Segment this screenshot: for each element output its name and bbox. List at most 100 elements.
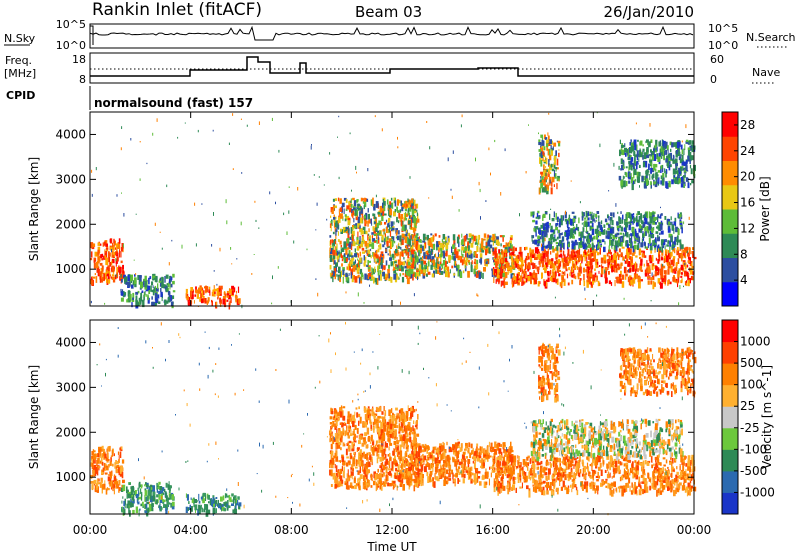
echo-cell bbox=[368, 260, 371, 263]
echo-cell bbox=[573, 273, 576, 276]
echo-cell bbox=[557, 229, 560, 234]
echo-cell bbox=[432, 260, 434, 263]
echo-cell bbox=[424, 242, 427, 249]
echo-cell bbox=[138, 490, 140, 496]
echo-cell bbox=[564, 271, 566, 276]
echo-cell bbox=[140, 503, 143, 507]
echo-cell bbox=[618, 248, 621, 253]
echo-cell bbox=[578, 217, 580, 224]
echo-cell bbox=[384, 454, 387, 459]
echo-cell bbox=[558, 242, 560, 246]
echo-cell bbox=[398, 434, 402, 437]
echo-cell bbox=[352, 227, 355, 230]
echo-cell bbox=[350, 429, 352, 435]
echo-cell bbox=[610, 239, 613, 246]
echo-cell bbox=[518, 251, 522, 255]
echo-cell bbox=[664, 282, 666, 286]
echo-cell bbox=[372, 213, 375, 217]
echo-cell bbox=[416, 234, 418, 240]
echo-cell bbox=[682, 181, 685, 184]
echo-cell bbox=[680, 225, 682, 227]
echo-cell bbox=[193, 501, 195, 508]
echo-cell bbox=[404, 203, 408, 209]
echo-cell bbox=[603, 224, 606, 228]
echo-cell bbox=[135, 295, 138, 301]
echo-cell bbox=[597, 215, 600, 218]
echo-cell bbox=[601, 239, 605, 243]
echo-cell bbox=[630, 173, 632, 179]
echo-cell bbox=[494, 252, 497, 258]
echo-cell bbox=[600, 220, 603, 225]
echo-cell bbox=[563, 256, 566, 263]
echo-cell bbox=[436, 241, 439, 248]
echo-cell bbox=[507, 242, 510, 247]
echo-cell bbox=[342, 267, 345, 271]
echo-cell bbox=[172, 290, 176, 293]
echo-cell bbox=[357, 292, 359, 297]
echo-cell bbox=[383, 473, 385, 477]
echo-cell bbox=[363, 197, 366, 202]
echo-cell bbox=[651, 154, 654, 160]
echo-cell bbox=[599, 247, 601, 255]
echo-cell bbox=[609, 217, 612, 221]
echo-cell bbox=[630, 155, 632, 161]
echo-cell bbox=[624, 260, 625, 262]
echo-cell bbox=[435, 262, 438, 269]
echo-cell bbox=[657, 214, 660, 219]
echo-cell bbox=[329, 251, 332, 258]
echo-cell bbox=[645, 160, 648, 168]
echo-cell bbox=[527, 252, 530, 260]
echo-cell bbox=[676, 165, 678, 170]
echo-cell bbox=[640, 279, 643, 282]
echo-cell bbox=[566, 262, 569, 266]
echo-cell bbox=[689, 260, 693, 267]
echo-cell bbox=[511, 261, 514, 267]
echo-cell bbox=[378, 220, 382, 226]
echo-cell bbox=[366, 427, 370, 435]
echo-cell bbox=[374, 266, 376, 273]
echo-cell bbox=[445, 260, 447, 267]
echo-cell bbox=[650, 182, 652, 189]
echo-cell bbox=[398, 230, 400, 235]
echo-cell bbox=[617, 264, 620, 270]
echo-cell bbox=[649, 173, 651, 180]
echo-cell bbox=[545, 166, 547, 169]
echo-cell bbox=[618, 238, 621, 243]
echo-cell bbox=[349, 413, 352, 420]
echo-cell bbox=[342, 269, 345, 275]
echo-cell bbox=[540, 134, 543, 138]
echo-cell bbox=[185, 493, 187, 498]
echo-cell bbox=[542, 179, 546, 186]
echo-cell bbox=[546, 145, 548, 151]
echo-cell bbox=[113, 251, 115, 258]
echo-cell bbox=[377, 248, 380, 253]
echo-cell bbox=[428, 253, 432, 260]
echo-cell bbox=[379, 485, 382, 490]
echo-cell bbox=[625, 172, 628, 178]
echo-cell bbox=[158, 505, 160, 509]
echo-cell bbox=[477, 242, 479, 250]
echo-cell bbox=[397, 246, 400, 250]
echo-cell bbox=[211, 300, 213, 307]
echo-cell bbox=[132, 292, 135, 299]
echo-cell bbox=[347, 441, 349, 444]
echo-cell bbox=[204, 504, 207, 510]
echo-cell bbox=[137, 290, 140, 294]
echo-cell bbox=[371, 456, 373, 462]
echo-cell bbox=[168, 262, 170, 266]
echo-cell bbox=[578, 246, 580, 250]
echo-cell bbox=[435, 244, 439, 247]
echo-cell bbox=[105, 243, 108, 247]
echo-cell bbox=[453, 239, 456, 246]
echo-cell bbox=[661, 278, 664, 283]
echo-cell bbox=[272, 275, 273, 280]
echo-cell bbox=[398, 199, 401, 204]
echo-cell bbox=[423, 252, 426, 259]
echo-cell bbox=[389, 203, 393, 208]
echo-cell bbox=[164, 488, 166, 493]
echo-cell bbox=[541, 140, 545, 146]
echo-cell bbox=[196, 293, 199, 299]
echo-cell bbox=[121, 278, 123, 283]
echo-cell bbox=[557, 264, 560, 269]
